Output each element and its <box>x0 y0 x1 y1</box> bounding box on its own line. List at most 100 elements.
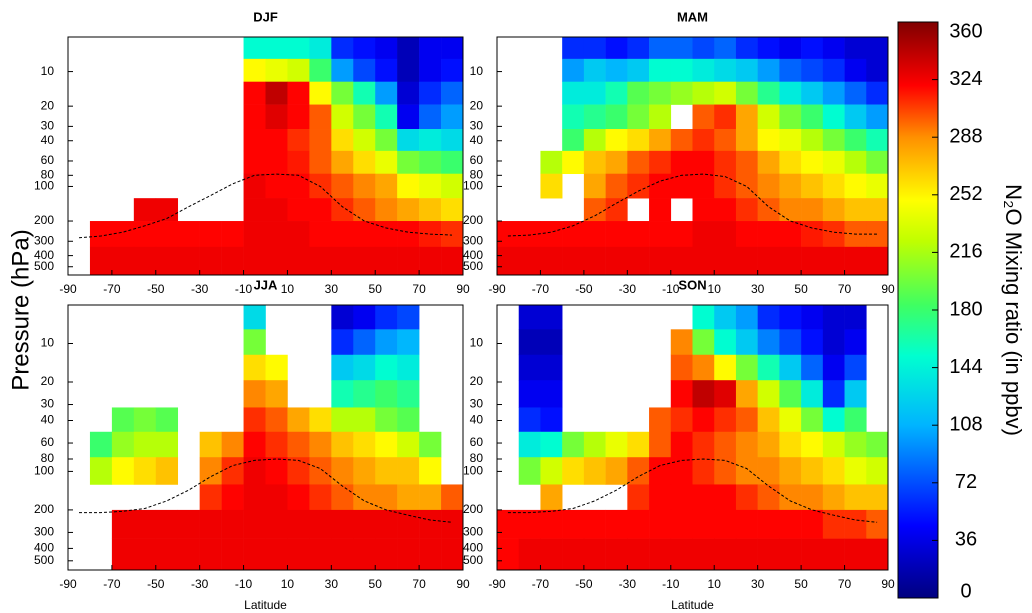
cell <box>583 104 606 130</box>
cell <box>627 457 650 485</box>
cell <box>155 407 179 433</box>
cell <box>133 509 157 539</box>
cell <box>155 431 179 458</box>
cell <box>265 58 288 82</box>
cell <box>822 484 845 511</box>
cell <box>375 380 398 408</box>
cell <box>419 509 442 539</box>
cell <box>866 484 889 511</box>
cell <box>133 198 157 222</box>
cell <box>714 431 737 458</box>
y-tick-label: 20 <box>41 98 55 112</box>
x-tick-label: 70 <box>412 282 426 296</box>
cell <box>155 509 179 539</box>
cell <box>309 221 332 248</box>
cell <box>441 538 464 571</box>
cell <box>757 538 780 571</box>
cell <box>822 380 845 408</box>
y-tick-label: 100 <box>34 179 54 193</box>
cell <box>265 431 288 458</box>
x-tick-label: 50 <box>369 282 383 296</box>
cell <box>844 407 867 433</box>
cell <box>692 484 715 511</box>
cell <box>518 509 541 539</box>
cell <box>287 509 310 539</box>
cell <box>397 354 420 381</box>
cell <box>822 37 845 60</box>
cell <box>287 221 310 248</box>
cell <box>562 431 585 458</box>
cell <box>397 150 420 175</box>
colorbar-tick-label: 324 <box>949 68 982 90</box>
x-tick-label: -90 <box>488 282 506 296</box>
cell <box>801 407 824 433</box>
y-tick-label: 500 <box>34 553 54 567</box>
cell <box>866 509 889 539</box>
cell <box>518 354 541 381</box>
cell <box>353 129 376 152</box>
cell <box>605 129 628 152</box>
x-tick-label: -10 <box>662 577 680 591</box>
cell <box>540 173 563 199</box>
cell <box>199 538 222 571</box>
cell <box>419 129 442 152</box>
cell <box>243 198 266 222</box>
cell <box>221 431 244 458</box>
cell <box>779 407 802 433</box>
x-tick-label: 70 <box>412 577 426 591</box>
cell <box>375 457 398 485</box>
cell <box>287 37 310 60</box>
cell <box>779 104 802 130</box>
cell <box>375 81 398 105</box>
x-tick-label: 10 <box>708 282 722 296</box>
cell <box>287 484 310 511</box>
cell <box>375 198 398 222</box>
cell <box>331 354 354 381</box>
x-tick-label: 50 <box>794 282 808 296</box>
y-tick-label: 10 <box>41 336 55 350</box>
cell <box>265 457 288 485</box>
cell <box>331 380 354 408</box>
x-tick-label: -10 <box>662 282 680 296</box>
cell <box>605 221 628 248</box>
cell <box>779 484 802 511</box>
cell <box>844 509 867 539</box>
cell <box>866 173 889 199</box>
cell <box>265 407 288 433</box>
y-tick-label: 30 <box>41 397 55 411</box>
cell <box>779 457 802 485</box>
cell <box>605 104 628 130</box>
cell <box>540 509 563 539</box>
cell <box>649 37 672 60</box>
cell <box>649 173 672 199</box>
cell <box>605 173 628 199</box>
cell <box>649 221 672 248</box>
cell <box>714 198 737 222</box>
cell <box>583 81 606 105</box>
y-tick-label: 30 <box>470 397 484 411</box>
colorbar-tick-label: 288 <box>949 125 982 147</box>
cell <box>265 246 288 276</box>
cell <box>779 198 802 222</box>
cell <box>353 173 376 199</box>
cell <box>692 380 715 408</box>
cell <box>397 457 420 485</box>
cell <box>243 104 266 130</box>
cell <box>265 354 288 381</box>
cell <box>243 407 266 433</box>
cell <box>331 173 354 199</box>
tropopause-line <box>507 173 878 237</box>
cell <box>243 81 266 105</box>
cell <box>309 81 332 105</box>
cell <box>287 246 310 276</box>
cell <box>757 173 780 199</box>
cell <box>692 407 715 433</box>
y-tick-label: 10 <box>41 64 55 78</box>
cell <box>419 198 442 222</box>
cell <box>670 329 693 356</box>
cell <box>199 221 222 248</box>
cell <box>801 37 824 60</box>
x-tick-label: 70 <box>838 577 852 591</box>
cell <box>583 509 606 539</box>
cell <box>822 305 845 330</box>
